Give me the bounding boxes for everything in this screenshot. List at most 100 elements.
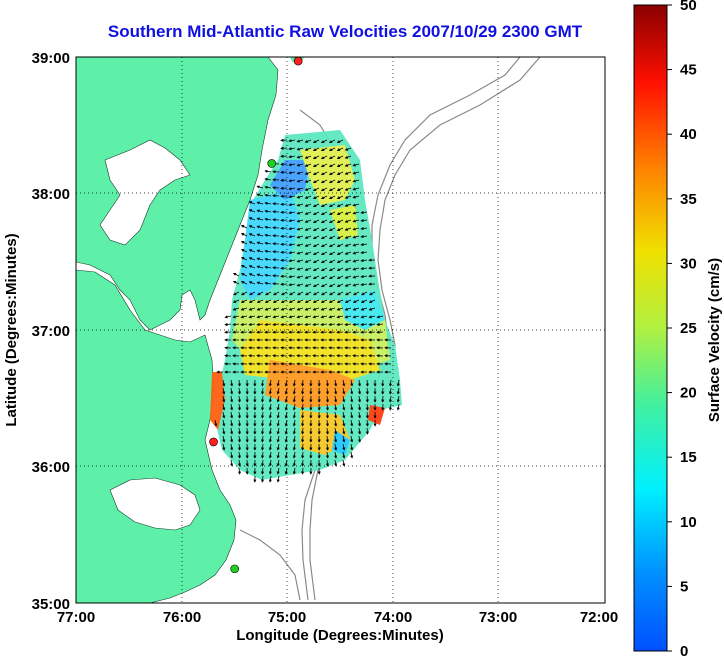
- colorbar-tick-label: 25: [680, 320, 697, 337]
- velocity-vectors: [214, 138, 400, 483]
- velocity-arrow: [284, 467, 288, 475]
- velocity-arrow: [312, 203, 320, 208]
- velocity-arrow: [357, 435, 362, 443]
- colorbar-tick-label: 15: [680, 449, 697, 466]
- velocity-arrow: [328, 211, 336, 216]
- velocity-arrow: [222, 379, 226, 387]
- velocity-arrow: [260, 379, 265, 387]
- velocity-arrow: [334, 387, 338, 395]
- velocity-arrow: [312, 187, 320, 192]
- velocity-arrow: [296, 203, 304, 207]
- velocity-arrow: [280, 299, 288, 303]
- velocity-arrow: [320, 299, 328, 303]
- map-grid: [76, 57, 605, 603]
- velocity-arrow: [264, 169, 272, 173]
- velocity-arrow: [268, 411, 272, 419]
- land-bay-islands: [99, 139, 191, 246]
- velocity-arrow: [352, 163, 360, 167]
- velocity-arrow: [288, 219, 296, 223]
- velocity-arrow: [276, 451, 280, 459]
- velocity-arrow: [320, 211, 328, 216]
- velocity-arrow: [334, 435, 338, 443]
- velocity-arrow: [288, 139, 296, 143]
- velocity-arrow: [344, 155, 352, 159]
- velocity-arrow: [296, 243, 304, 247]
- velocity-arrow: [336, 235, 344, 239]
- velocity-arrow: [328, 283, 336, 288]
- velocity-arrow: [237, 467, 242, 475]
- velocity-arrow: [230, 379, 234, 387]
- velocity-arrow: [301, 411, 305, 419]
- velocity-arrow: [320, 179, 328, 184]
- colorbar-tick-label: 20: [680, 385, 697, 402]
- velocity-arrow: [336, 251, 344, 255]
- velocity-arrow: [276, 395, 280, 403]
- velocity-arrow: [288, 315, 296, 319]
- velocity-arrow: [352, 267, 360, 271]
- velocity-arrow: [336, 299, 344, 303]
- velocity-arrow: [264, 177, 272, 181]
- velocity-arrow: [342, 443, 346, 451]
- velocity-arrow: [334, 411, 338, 419]
- velocity-arrow: [344, 243, 352, 247]
- velocity-arrow: [334, 459, 338, 467]
- velocity-arrow: [325, 411, 330, 419]
- velocity-arrow: [368, 315, 376, 319]
- velocity-arrow: [296, 187, 304, 191]
- velocity-arrow: [256, 281, 264, 285]
- velocity-arrow: [320, 291, 328, 296]
- land-delmarva: [76, 57, 279, 331]
- station-marker: [209, 437, 218, 447]
- velocity-arrow: [301, 451, 305, 459]
- velocity-arrow: [214, 419, 218, 427]
- velocity-arrow: [352, 243, 360, 247]
- velocity-arrow: [312, 195, 320, 200]
- lat-tick: 38:00: [32, 186, 70, 203]
- velocity-arrow: [334, 403, 338, 411]
- velocity-arrow: [272, 307, 280, 311]
- colorbar-tick-label: 10: [680, 514, 697, 531]
- velocity-arrow: [301, 427, 305, 435]
- velocity-arrow: [288, 251, 296, 255]
- velocity-arrow: [284, 411, 288, 419]
- velocity-arrow: [260, 387, 265, 395]
- velocity-arrow: [365, 427, 369, 435]
- velocity-arrow: [230, 443, 234, 451]
- velocity-arrow: [320, 259, 328, 264]
- lon-tick: 74:00: [374, 609, 412, 626]
- velocity-arrow: [304, 219, 312, 223]
- velocity-arrow: [292, 403, 296, 411]
- velocity-arrow: [284, 459, 288, 467]
- velocity-arrow: [296, 171, 304, 175]
- velocity-arrow: [336, 155, 344, 159]
- velocity-arrow: [342, 451, 346, 459]
- velocity-arrow: [248, 322, 256, 327]
- velocity-arrow: [240, 291, 248, 296]
- velocity-arrow: [248, 281, 256, 285]
- velocity-arrow: [248, 307, 256, 311]
- velocity-arrow: [342, 403, 346, 411]
- velocity-arrow: [240, 241, 248, 245]
- velocity-arrow: [237, 403, 242, 411]
- velocity-arrow: [328, 171, 336, 176]
- velocity-arrow: [352, 179, 360, 183]
- velocity-arrow: [336, 283, 344, 287]
- velocity-arrow: [268, 459, 272, 467]
- velocity-arrow: [328, 139, 336, 144]
- velocity-arrow: [320, 171, 328, 176]
- velocity-arrow: [304, 259, 312, 263]
- velocity-arrow: [288, 235, 296, 239]
- lon-tick: 73:00: [479, 609, 517, 626]
- velocity-arrow: [237, 427, 242, 435]
- velocity-arrow: [352, 315, 360, 319]
- velocity-arrow: [336, 211, 344, 215]
- velocity-arrow: [328, 219, 336, 224]
- velocity-arrow: [264, 322, 272, 327]
- velocity-arrow: [304, 211, 312, 215]
- velocity-arrow: [320, 251, 328, 256]
- velocity-arrow: [288, 211, 296, 215]
- y-axis-label: Latitude (Degrees:Minutes): [3, 233, 20, 426]
- velocity-arrow: [296, 147, 304, 151]
- velocity-arrow: [328, 179, 336, 184]
- velocity-arrow: [342, 419, 346, 427]
